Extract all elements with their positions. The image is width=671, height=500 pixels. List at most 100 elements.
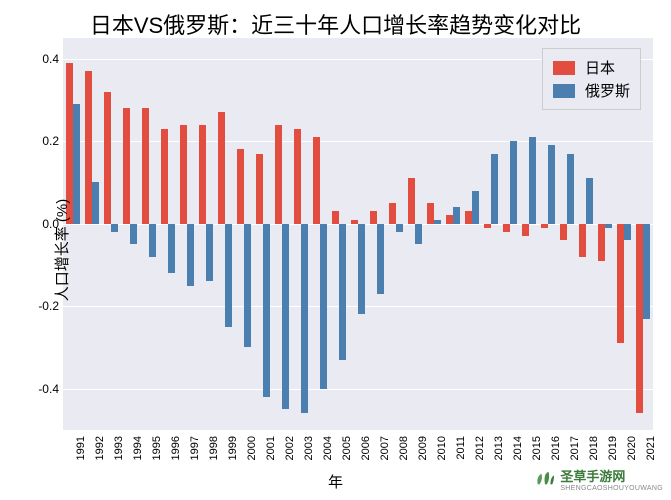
chart-container: 日本VS俄罗斯：近三十年人口增长率趋势变化对比 -0.4-0.20.00.20.… [0, 0, 671, 500]
bar-japan [199, 125, 206, 224]
y-tick-label: 0.2 [42, 134, 59, 148]
bar-russia [244, 224, 251, 348]
bar-russia [358, 224, 365, 315]
gridline [63, 141, 653, 142]
x-tick-label: 1996 [170, 436, 182, 476]
x-tick-label: 2014 [512, 436, 524, 476]
x-tick-label: 1999 [227, 436, 239, 476]
bar-japan [85, 71, 92, 224]
bar-russia [453, 207, 460, 224]
x-tick-label: 2006 [360, 436, 372, 476]
bar-russia [111, 224, 118, 232]
x-tick-label: 2000 [246, 436, 258, 476]
bar-russia [396, 224, 403, 232]
chart-title: 日本VS俄罗斯：近三十年人口增长率趋势变化对比 [0, 8, 671, 40]
gridline [63, 389, 653, 390]
bar-russia [643, 224, 650, 319]
bar-russia [187, 224, 194, 286]
bar-russia [415, 224, 422, 245]
watermark: 圣草手游网 SHENGCAOSHOUYOUWANG [534, 466, 663, 492]
bar-russia [529, 137, 536, 224]
legend-label-russia: 俄罗斯 [585, 80, 630, 101]
bar-russia [434, 220, 441, 224]
bar-russia [605, 224, 612, 228]
x-tick-label: 1995 [151, 436, 163, 476]
y-tick-label: -0.4 [38, 382, 59, 396]
x-tick-label: 2005 [341, 436, 353, 476]
bar-russia [206, 224, 213, 282]
bar-russia [73, 104, 80, 224]
x-tick-label: 2001 [265, 436, 277, 476]
bar-japan [617, 224, 624, 344]
bar-japan [560, 224, 567, 241]
bar-japan [313, 137, 320, 224]
x-tick-label: 2010 [436, 436, 448, 476]
bar-japan [351, 220, 358, 224]
bar-japan [636, 224, 643, 414]
bar-russia [377, 224, 384, 294]
x-tick-label: 2004 [322, 436, 334, 476]
bar-japan [123, 108, 130, 224]
bar-japan [503, 224, 510, 232]
bar-russia [548, 145, 555, 223]
bar-japan [465, 211, 472, 223]
bar-japan [427, 203, 434, 224]
bar-japan [541, 224, 548, 228]
y-tick-label: 0.4 [42, 52, 59, 66]
watermark-sub: SHENGCAOSHOUYOUWANG [560, 485, 663, 492]
x-tick-label: 2002 [284, 436, 296, 476]
x-tick-label: 2012 [474, 436, 486, 476]
bar-russia [586, 178, 593, 223]
bar-japan [370, 211, 377, 223]
x-tick-label: 2008 [398, 436, 410, 476]
x-tick-label: 2007 [379, 436, 391, 476]
bar-japan [237, 149, 244, 223]
legend-item-japan: 日本 [553, 57, 630, 78]
bar-russia [92, 182, 99, 223]
legend-item-russia: 俄罗斯 [553, 80, 630, 101]
legend-label-japan: 日本 [585, 57, 615, 78]
bar-russia [624, 224, 631, 241]
bar-japan [218, 112, 225, 223]
legend-patch-russia [553, 84, 575, 98]
bar-russia [225, 224, 232, 327]
bar-russia [510, 141, 517, 224]
bar-russia [491, 154, 498, 224]
x-tick-label: 1991 [75, 436, 87, 476]
x-tick-label: 1993 [113, 436, 125, 476]
bar-japan [389, 203, 396, 224]
x-tick-label: 1997 [189, 436, 201, 476]
bar-russia [567, 154, 574, 224]
bar-russia [282, 224, 289, 410]
bar-japan [484, 224, 491, 228]
leaf-icon [534, 470, 556, 488]
y-axis-label: 人口增长率 (%) [51, 199, 72, 302]
x-tick-label: 1998 [208, 436, 220, 476]
x-tick-label: 2011 [455, 436, 467, 476]
bar-japan [446, 215, 453, 223]
bar-japan [275, 125, 282, 224]
bar-russia [168, 224, 175, 274]
bar-russia [339, 224, 346, 360]
bar-japan [256, 154, 263, 224]
x-tick-label: 1992 [94, 436, 106, 476]
legend-patch-japan [553, 61, 575, 75]
bar-japan [294, 129, 301, 224]
legend: 日本 俄罗斯 [542, 48, 641, 110]
x-tick-label: 1994 [132, 436, 144, 476]
bar-japan [180, 125, 187, 224]
bar-russia [149, 224, 156, 257]
bar-russia [320, 224, 327, 389]
y-tick-label: -0.2 [38, 299, 59, 313]
watermark-text: 圣草手游网 [560, 466, 663, 485]
x-tick-label: 2013 [493, 436, 505, 476]
bar-russia [263, 224, 270, 397]
x-tick-label: 2003 [303, 436, 315, 476]
bar-russia [130, 224, 137, 245]
bar-japan [332, 211, 339, 223]
bar-russia [472, 191, 479, 224]
x-tick-label: 2009 [417, 436, 429, 476]
bar-japan [522, 224, 529, 236]
bar-japan [598, 224, 605, 261]
bar-japan [161, 129, 168, 224]
